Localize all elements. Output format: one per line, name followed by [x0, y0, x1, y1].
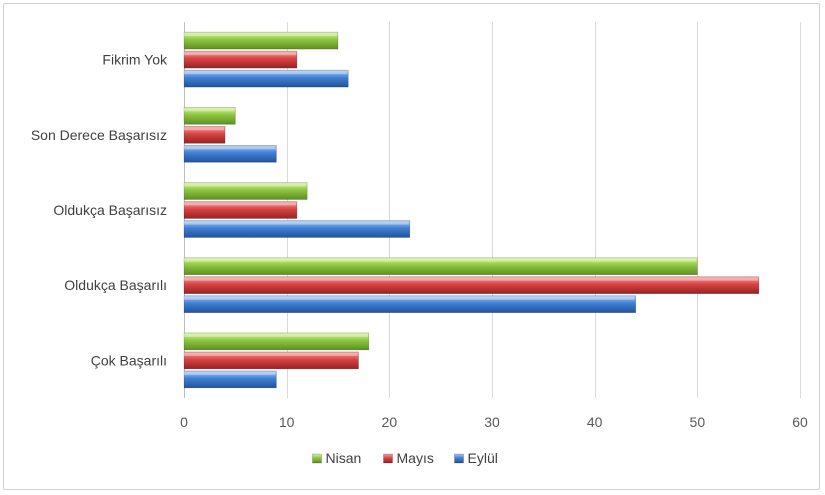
legend: Nisan Mayıs Eylül [312, 450, 498, 466]
legend-swatch [383, 453, 393, 464]
x-tick-label: 60 [792, 414, 808, 430]
category-label: Son Derece Başarısız [31, 127, 167, 143]
bar-highlight [184, 183, 307, 187]
bar-highlight [184, 371, 276, 375]
bar-highlight [184, 333, 368, 337]
bar-mayıs [183, 351, 359, 370]
category-label: Çok Başarılı [91, 352, 167, 368]
legend-swatch [454, 453, 464, 464]
x-tick-label: 40 [587, 414, 603, 430]
bar-highlight [184, 277, 758, 281]
chart-frame [3, 3, 820, 490]
bar-nisan [183, 107, 236, 125]
category-labels: Çok Başarılı Oldukça Başarılı Oldukça Başa… [31, 52, 168, 369]
bar-highlight [184, 52, 296, 56]
x-tick-labels: 0 10 20 30 40 50 60 [180, 414, 808, 430]
bar-highlight [184, 258, 697, 262]
bars [183, 31, 760, 389]
bar-highlight [184, 71, 348, 75]
x-tick-label: 30 [484, 414, 500, 430]
bar-nisan [183, 332, 370, 351]
bar-nisan [183, 31, 339, 50]
bar-mayıs [183, 201, 298, 219]
bar-mayıs [183, 126, 226, 144]
category-label: Oldukça Başarılı [64, 277, 167, 293]
x-tick-label: 0 [180, 414, 188, 430]
category-label: Fikrim Yok [102, 52, 168, 68]
bar-eylül [183, 370, 277, 389]
x-tick-label: 10 [279, 414, 295, 430]
category-label: Oldukça Başarısız [53, 202, 167, 218]
bar-highlight [184, 221, 409, 225]
legend-label: Nisan [326, 450, 362, 466]
bar-highlight [184, 296, 635, 300]
bar-highlight [184, 108, 235, 112]
bar-eylül [183, 295, 637, 314]
bar-highlight [184, 127, 225, 131]
bar-nisan [183, 257, 698, 276]
bar-mayıs [183, 50, 298, 69]
bar-nisan [183, 182, 308, 200]
bar-eylül [183, 145, 277, 163]
bar-highlight [184, 146, 276, 150]
legend-label: Mayıs [397, 450, 434, 466]
x-tick-label: 20 [382, 414, 398, 430]
legend-swatch [312, 453, 322, 464]
bar-highlight [184, 202, 296, 206]
bar-highlight [184, 33, 337, 37]
bar-mayıs [183, 276, 760, 295]
bar-highlight [184, 352, 358, 356]
bar-eylül [183, 69, 349, 88]
legend-label: Eylül [468, 450, 498, 466]
x-tick-label: 50 [690, 414, 706, 430]
bar-eylül [183, 220, 411, 238]
